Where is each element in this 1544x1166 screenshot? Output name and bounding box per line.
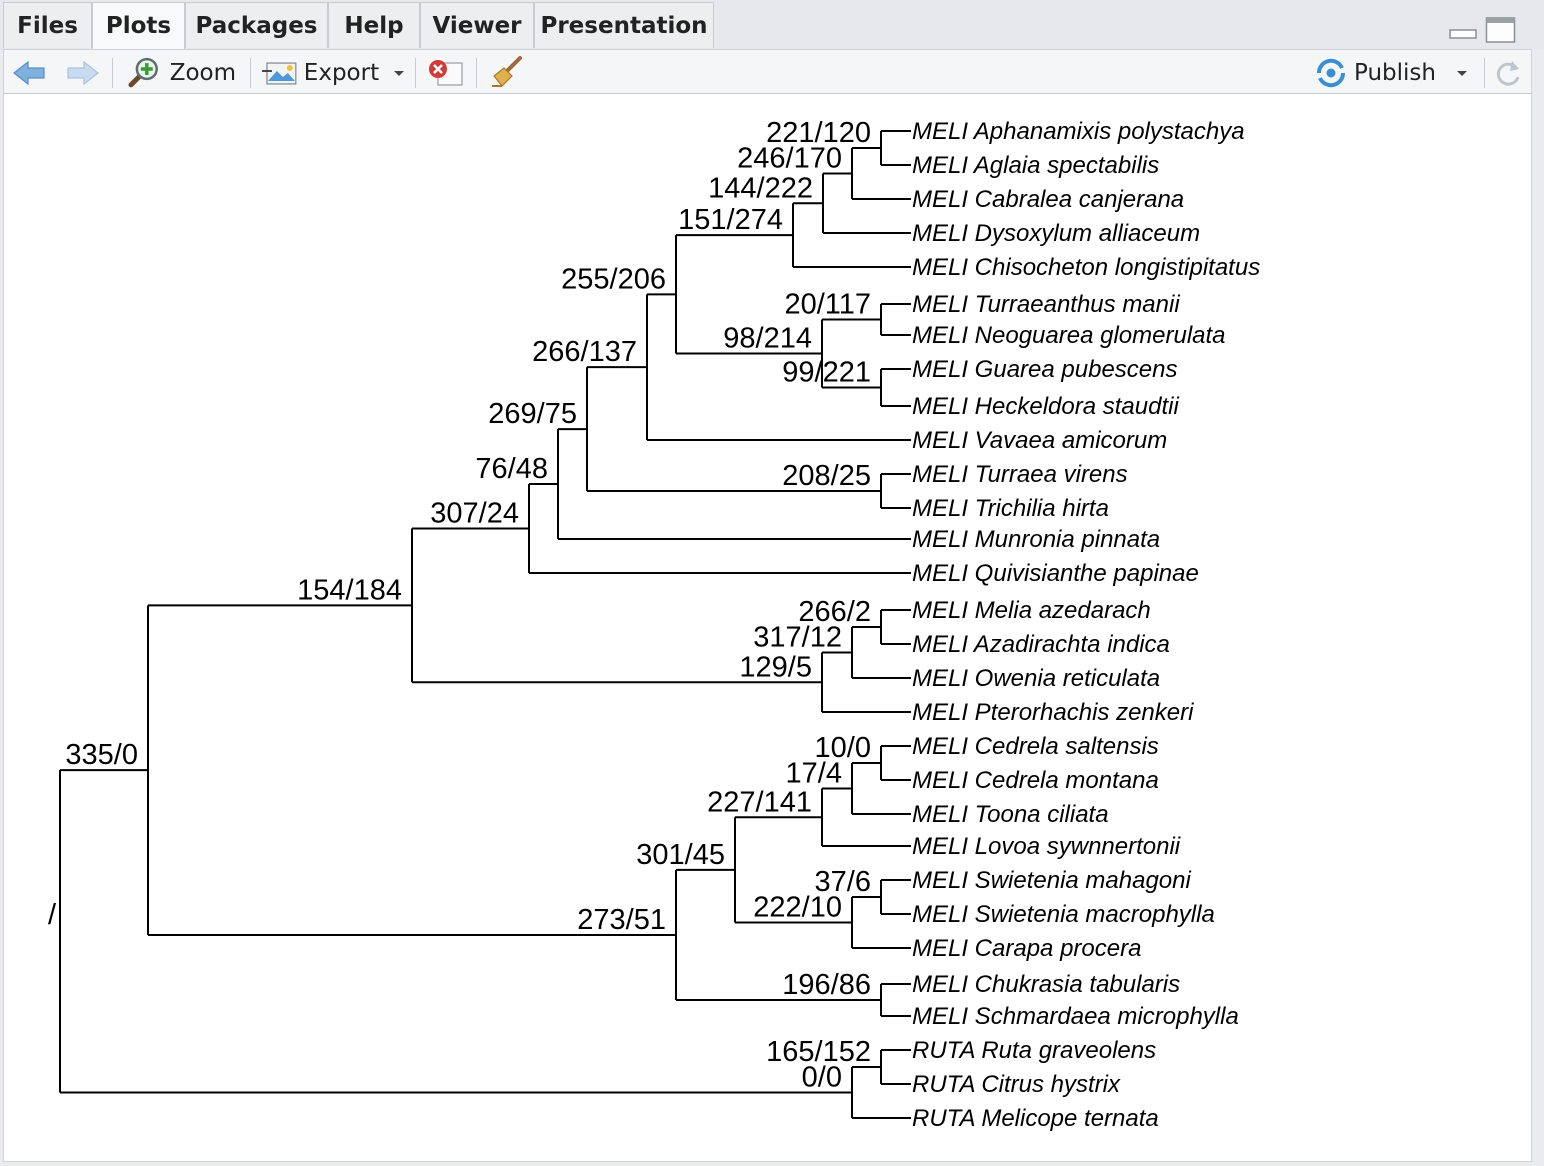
node-label: 221/120 <box>766 117 871 149</box>
node-label: 129/5 <box>739 651 812 683</box>
tip-label: MELI Schmardaea microphylla <box>912 1003 1239 1030</box>
export-menu-button[interactable]: Export <box>262 50 407 95</box>
plots-toolbar: Zoom Export Publish <box>3 49 1532 94</box>
tip-label: MELI Chukrasia tabularis <box>912 971 1180 998</box>
tab-plots[interactable]: Plots <box>92 2 185 51</box>
node-label: 98/214 <box>723 323 812 355</box>
tip-label: MELI Melia azedarach <box>912 597 1151 624</box>
publish-menu-button[interactable]: Publish <box>1314 50 1474 95</box>
tip-label: MELI Lovoa sywnnertonii <box>912 833 1181 860</box>
tip-label: MELI Quivisianthe papinae <box>912 560 1199 587</box>
tip-label: MELI Turraea virens <box>912 461 1128 488</box>
tip-label: MELI Neoguarea glomerulata <box>912 322 1226 349</box>
minimize-pane-button[interactable] <box>1449 18 1477 40</box>
node-label: 307/24 <box>430 498 519 530</box>
publish-icon <box>1316 58 1346 87</box>
node-label: 208/25 <box>782 460 871 492</box>
node-label: 255/206 <box>561 263 666 295</box>
node-label: 222/10 <box>753 892 842 924</box>
tip-label: MELI Guarea pubescens <box>912 356 1178 383</box>
node-label: 165/152 <box>766 1036 871 1068</box>
tip-label: MELI Toona ciliata <box>912 801 1109 828</box>
tab-help[interactable]: Help <box>328 2 420 48</box>
tip-label: MELI Cedrela montana <box>912 767 1159 794</box>
node-label: 266/137 <box>532 336 637 368</box>
remove-plot-button[interactable] <box>426 50 468 95</box>
tab-packages[interactable]: Packages <box>185 2 328 48</box>
node-label: 0/0 <box>802 1062 842 1094</box>
zoom-button[interactable]: Zoom <box>126 50 236 95</box>
tip-label: MELI Cabralea canjerana <box>912 186 1184 213</box>
remove-plot-icon <box>429 59 463 86</box>
node-label: 301/45 <box>636 839 725 871</box>
tip-label: MELI Cedrela saltensis <box>912 733 1159 760</box>
tab-viewer[interactable]: Viewer <box>420 2 534 48</box>
chevron-down-icon <box>394 70 405 76</box>
tip-label: RUTA Citrus hystrix <box>912 1071 1121 1098</box>
root-label: / <box>48 899 57 931</box>
node-label: 317/12 <box>753 622 842 654</box>
tip-label: MELI Azadirachta indica <box>912 631 1170 658</box>
node-label: 37/6 <box>815 866 871 898</box>
node-label: 269/75 <box>488 398 577 430</box>
node-label: 154/184 <box>297 574 402 606</box>
forward-button[interactable] <box>64 50 104 95</box>
node-label: 76/48 <box>475 453 548 485</box>
tab-files[interactable]: Files <box>3 2 92 48</box>
publish-label: Publish <box>1354 59 1436 86</box>
tip-label: MELI Pterorhachis zenkeri <box>912 699 1194 726</box>
node-label: 99/221 <box>782 357 871 389</box>
chevron-down-icon <box>1456 70 1467 76</box>
tip-label: MELI Swietenia macrophylla <box>912 901 1215 928</box>
zoom-icon <box>128 57 158 87</box>
back-arrow-icon <box>13 60 45 85</box>
node-label: 227/141 <box>707 786 812 818</box>
tip-labels: MELI Aphanamixis polystachya MELI Aglaia … <box>912 118 1260 1132</box>
tip-label: MELI Aphanamixis polystachya <box>912 118 1245 145</box>
node-label: 335/0 <box>65 739 138 771</box>
tree-branches <box>59 130 911 1119</box>
tip-label: MELI Trichilia hirta <box>912 495 1109 522</box>
tip-label: MELI Chisocheton longistipitatus <box>912 254 1260 281</box>
tip-label: MELI Vavaea amicorum <box>912 427 1167 454</box>
node-label: 196/86 <box>782 969 871 1001</box>
tip-label: RUTA Ruta graveolens <box>912 1037 1156 1064</box>
tip-label: MELI Carapa procera <box>912 935 1141 962</box>
tip-label: MELI Owenia reticulata <box>912 665 1160 692</box>
node-label: 144/222 <box>708 172 813 204</box>
forward-arrow-icon <box>67 60 99 85</box>
tip-label: MELI Swietenia mahagoni <box>912 867 1191 894</box>
tip-label: MELI Munronia pinnata <box>912 526 1160 553</box>
refresh-icon <box>1496 60 1520 86</box>
tip-label: MELI Turraeanthus manii <box>912 291 1180 318</box>
tip-label: RUTA Melicope ternata <box>912 1105 1159 1132</box>
clear-all-icon <box>492 55 522 87</box>
tip-label: MELI Heckeldora staudtii <box>912 393 1179 420</box>
node-label: 20/117 <box>784 289 871 321</box>
minimize-icon <box>1449 29 1477 39</box>
node-label: 266/2 <box>798 596 871 628</box>
node-label: 273/51 <box>577 904 666 936</box>
zoom-label: Zoom <box>169 59 236 86</box>
export-label: Export <box>303 59 380 86</box>
maximize-icon <box>1485 17 1516 43</box>
back-button[interactable] <box>12 50 52 95</box>
tab-presentation[interactable]: Presentation <box>534 2 714 48</box>
node-label: 10/0 <box>815 732 871 764</box>
refresh-button[interactable] <box>1492 50 1528 95</box>
tip-label: MELI Aglaia spectabilis <box>912 152 1159 179</box>
clear-all-plots-button[interactable] <box>488 50 530 95</box>
plot-area: 221/120 246/170 144/222 151/274 255/206 20/11… <box>3 94 1532 1162</box>
pane-tab-bar: Files Plots Packages Help Viewer Present… <box>0 0 1544 51</box>
node-label: 17/4 <box>786 758 842 790</box>
maximize-pane-button[interactable] <box>1485 16 1517 44</box>
tip-label: MELI Dysoxylum alliaceum <box>912 220 1200 247</box>
node-label: 246/170 <box>737 143 842 175</box>
export-icon <box>262 61 297 85</box>
node-label: 151/274 <box>678 204 783 236</box>
